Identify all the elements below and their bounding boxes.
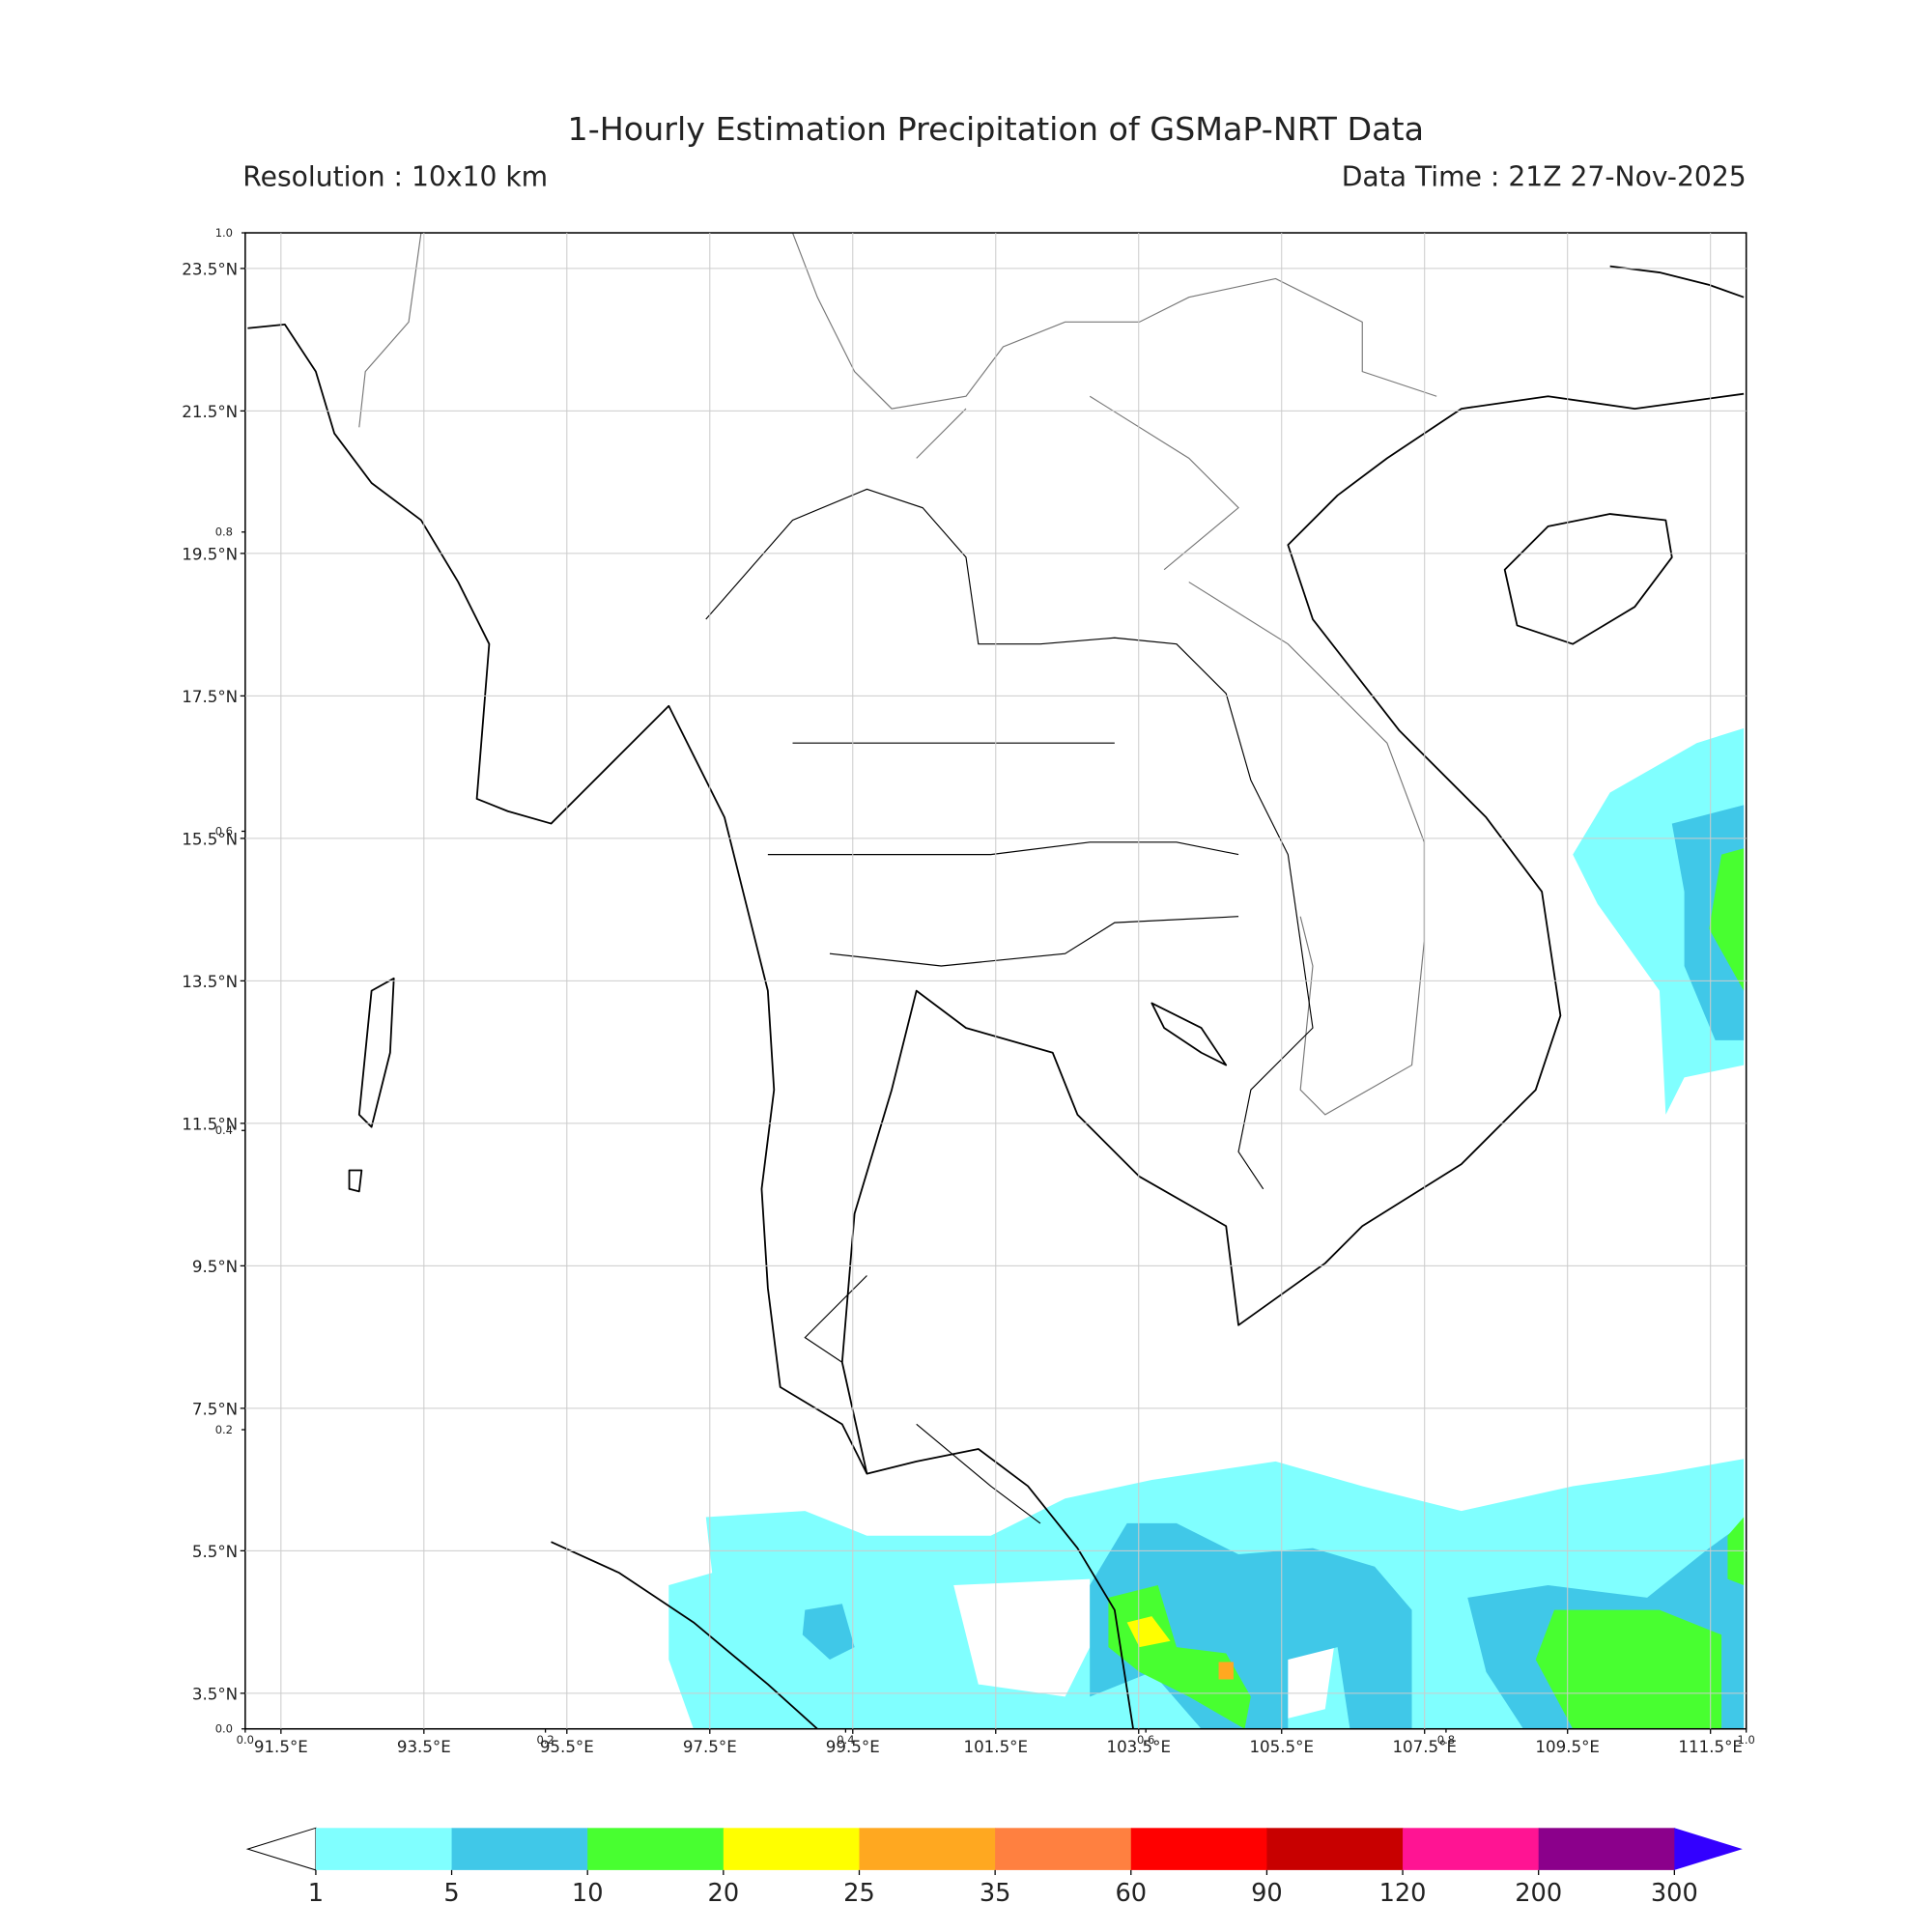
- x-tick-label: 99.5°E: [826, 1738, 880, 1756]
- y-tick-label: 21.5°N: [182, 403, 238, 421]
- frame-y-label: 0.8: [215, 526, 233, 539]
- colorbar-swatch: [995, 1828, 1132, 1870]
- frame-y-label: 1.0: [215, 226, 233, 240]
- colorbar-label: 60: [1115, 1879, 1147, 1908]
- frame-x-label: 0.4: [837, 1733, 854, 1747]
- frame-y-label: 0.6: [215, 824, 233, 838]
- y-tick-label: 9.5°N: [192, 1258, 238, 1276]
- y-tick-label: 19.5°N: [182, 545, 238, 563]
- y-tick-label: 5.5°N: [192, 1543, 238, 1561]
- y-tick-label: 17.5°N: [182, 688, 238, 706]
- frame-y-label: 0.0: [215, 1722, 233, 1736]
- colorbar-swatch: [1403, 1828, 1540, 1870]
- colorbar-swatch: [723, 1828, 861, 1870]
- y-tick-label: 3.5°N: [192, 1685, 238, 1703]
- frame-x-label: 0.0: [237, 1733, 254, 1747]
- colorbar-swatch: [1538, 1828, 1675, 1870]
- precipitation-field: [668, 727, 1745, 1729]
- frame-x-label: 0.2: [536, 1733, 554, 1747]
- colorbar-swatch: [451, 1828, 588, 1870]
- colorbar-label: 10: [572, 1879, 604, 1908]
- x-tick-label: 109.5°E: [1535, 1738, 1600, 1756]
- colorbar-label: 25: [843, 1879, 875, 1908]
- x-tick-label: 111.5°E: [1678, 1738, 1743, 1756]
- frame-y-label: 0.4: [215, 1123, 233, 1137]
- title: 1-Hourly Estimation Precipitation of GSM…: [567, 110, 1424, 148]
- resolution: Resolution : 10x10 km: [242, 160, 548, 192]
- colorbar-swatch: [315, 1828, 453, 1870]
- frame-x-label: 0.6: [1137, 1733, 1154, 1747]
- x-tick-label: 107.5°E: [1392, 1738, 1457, 1756]
- data-time: Data Time : 21Z 27-Nov-2025: [1342, 160, 1747, 192]
- frame-y-label: 0.2: [215, 1423, 233, 1436]
- colorbar-label: 120: [1379, 1879, 1427, 1908]
- colorbar-under: [245, 1827, 317, 1871]
- x-tick-label: 103.5°E: [1106, 1738, 1171, 1756]
- frame-x-label: 0.8: [1437, 1733, 1455, 1747]
- colorbar-label: 20: [708, 1879, 740, 1908]
- x-tick-label: 95.5°E: [540, 1738, 594, 1756]
- x-tick-label: 93.5°E: [397, 1738, 451, 1756]
- colorbar-label: 35: [980, 1879, 1011, 1908]
- colorbar-swatch: [1130, 1828, 1268, 1870]
- colorbar-swatch: [1266, 1828, 1404, 1870]
- y-tick-label: 11.5°N: [182, 1115, 238, 1133]
- x-tick-label: 97.5°E: [683, 1738, 737, 1756]
- y-tick-label: 7.5°N: [192, 1400, 238, 1418]
- colorbar-swatch: [859, 1828, 996, 1870]
- colorbar-swatch: [587, 1828, 724, 1870]
- y-tick-label: 13.5°N: [182, 973, 238, 991]
- x-tick-label: 105.5°E: [1249, 1738, 1314, 1756]
- colorbar-label: 200: [1515, 1879, 1562, 1908]
- colorbar-label: 5: [443, 1879, 459, 1908]
- colorbar-label: 1: [308, 1879, 324, 1908]
- colorbar-over: [1674, 1828, 1743, 1870]
- x-tick-label: 91.5°E: [254, 1738, 308, 1756]
- y-tick-label: 23.5°N: [182, 260, 238, 278]
- colorbar-label: 300: [1651, 1879, 1698, 1908]
- frame-x-label: 1.0: [1738, 1733, 1755, 1747]
- y-tick-label: 15.5°N: [182, 830, 238, 848]
- x-tick-label: 101.5°E: [963, 1738, 1028, 1756]
- colorbar-label: 90: [1251, 1879, 1283, 1908]
